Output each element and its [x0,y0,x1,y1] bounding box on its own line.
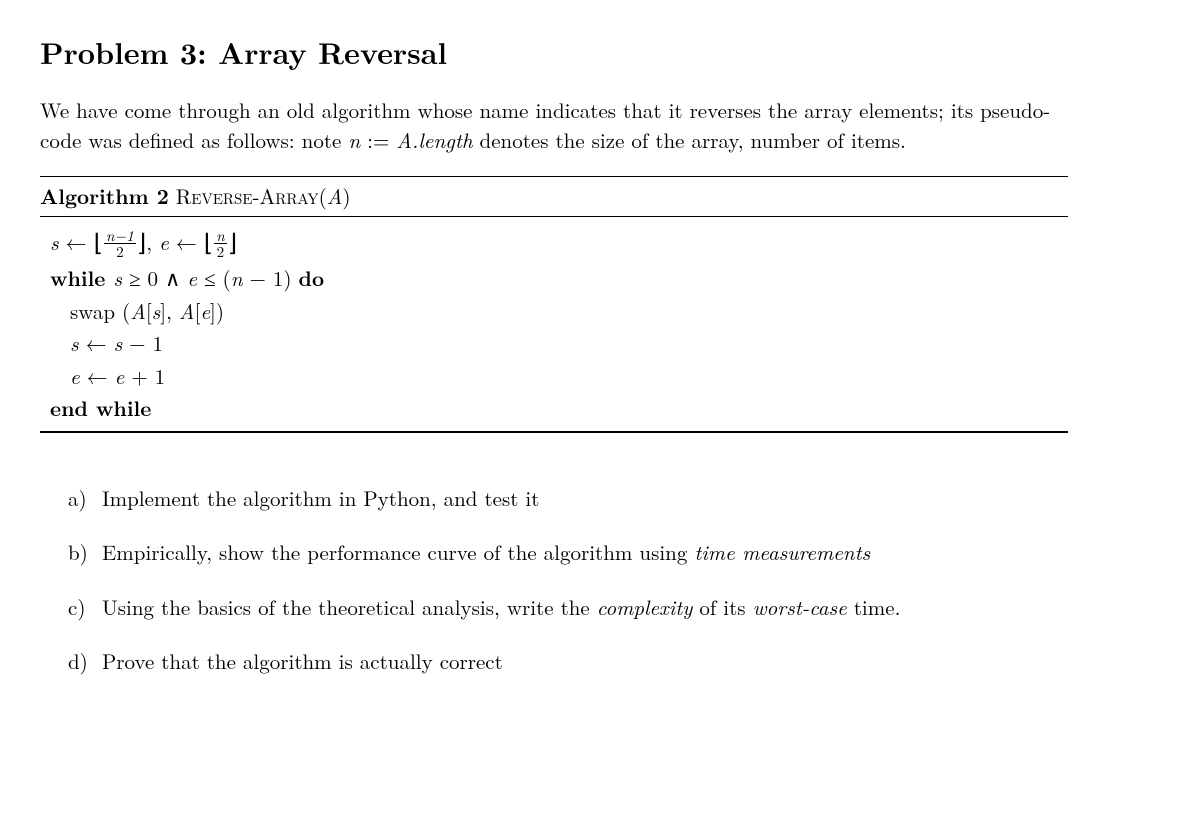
var-e: e [187,263,197,293]
var-e: e [115,361,125,391]
q-c-post: time. [847,592,901,622]
fraction-2: n2 [214,228,227,262]
algo-name-pre: R [169,181,191,211]
kw-do: do [299,263,325,293]
var-s: s [50,227,59,257]
bracket-close: ], [160,296,179,326]
var-s: s [114,328,123,358]
q-text-c: Using the basics of the theoretical anal… [102,592,1068,622]
floor-left: ⌊ [204,225,213,259]
question-c: c) Using the basics of the theoretical a… [68,592,1068,622]
algo-name-sc2: rray [275,181,318,211]
algo-label: Algorithm 2 [40,181,169,211]
var-A: A [179,296,195,326]
assign-op: := [360,125,396,155]
op-leq: ≤ ( [197,263,231,293]
q-label-d: d) [68,646,102,676]
var-n: n [348,125,360,155]
fn-swap: swap [70,296,122,326]
algo-name-dash: -A [253,181,276,211]
floor-right: ⌋ [228,225,237,259]
intro-paragraph: We have come through an old algorithm wh… [40,95,1068,156]
fraction-1: n−12 [104,228,136,262]
q-c-ital2: worst-case [753,592,847,622]
paren-open: ( [319,181,327,211]
kw-endwhile: end while [50,393,151,423]
arrow: ← [80,361,115,391]
q-c-pre: Using the basics of the theoretical anal… [102,592,597,622]
algo-line-1: s ← ⌊n−12⌋, e ← ⌊n2⌋ [50,223,1068,262]
floor-right: ⌋ [137,225,146,259]
comma: , [146,227,159,257]
algo-line-6: end while [50,392,1068,425]
var-s: s [152,296,161,326]
frac-den: 2 [104,244,136,261]
q-text-b: Empirically, show the performance curve … [102,537,1068,567]
q-b-pre: Empirically, show the performance curve … [102,537,694,567]
var-e: e [200,296,210,326]
bracket-close: ]) [210,296,224,326]
kw-while: while [50,263,113,293]
var-A: A [130,296,146,326]
q-b-ital: time measurements [694,537,870,567]
q-c-ital1: complexity [597,592,693,622]
op-geq: ≥ 0 ∧ [122,263,187,293]
algo-line-4: s ← s − 1 [50,327,1068,360]
q-text-a: Implement the algorithm in Python, and t… [102,483,1068,513]
question-b: b) Empirically, show the performance cur… [68,537,1068,567]
paren-close: ) [342,181,350,211]
q-label-c: c) [68,592,102,622]
frac-den: 2 [214,244,227,261]
arrow: ← [79,328,114,358]
algorithm-header: Algorithm 2 Reverse-Array(A) [40,177,1068,217]
expr-rest: − 1) [243,263,299,293]
intro-text-2: denotes the size of the array, number of… [473,125,906,155]
floor-left: ⌊ [94,225,103,259]
problem-title: Problem 3: Array Reversal [40,30,1068,73]
algorithm-body: s ← ⌊n−12⌋, e ← ⌊n2⌋ while s ≥ 0 ∧ e ≤ (… [40,217,1068,432]
var-e: e [159,227,169,257]
var-e: e [70,361,80,391]
expr: − 1 [122,328,163,358]
algo-line-5: e ← e + 1 [50,360,1068,393]
algo-name-sc1: everse [191,181,252,211]
q-label-b: b) [68,537,102,567]
question-a: a) Implement the algorithm in Python, an… [68,483,1068,513]
arrow: ← [59,227,94,257]
q-text-d: Prove that the algorithm is actually cor… [102,646,1068,676]
question-list: a) Implement the algorithm in Python, an… [40,483,1068,677]
q-label-a: a) [68,483,102,513]
var-n: n [231,263,243,293]
algo-line-2: while s ≥ 0 ∧ e ≤ (n − 1) do [50,262,1068,295]
var-s: s [70,328,79,358]
algo-arg: A [327,181,343,211]
expr: + 1 [124,361,165,391]
algorithm-box: Algorithm 2 Reverse-Array(A) s ← ⌊n−12⌋,… [40,176,1068,433]
q-c-mid: of its [692,592,752,622]
arrow: ← [169,227,204,257]
var-s: s [113,263,122,293]
question-d: d) Prove that the algorithm is actually … [68,646,1068,676]
paren-open: ( [122,296,130,326]
algo-line-3: swap (A[s], A[e]) [50,295,1068,328]
var-alength: A.length [396,125,472,155]
